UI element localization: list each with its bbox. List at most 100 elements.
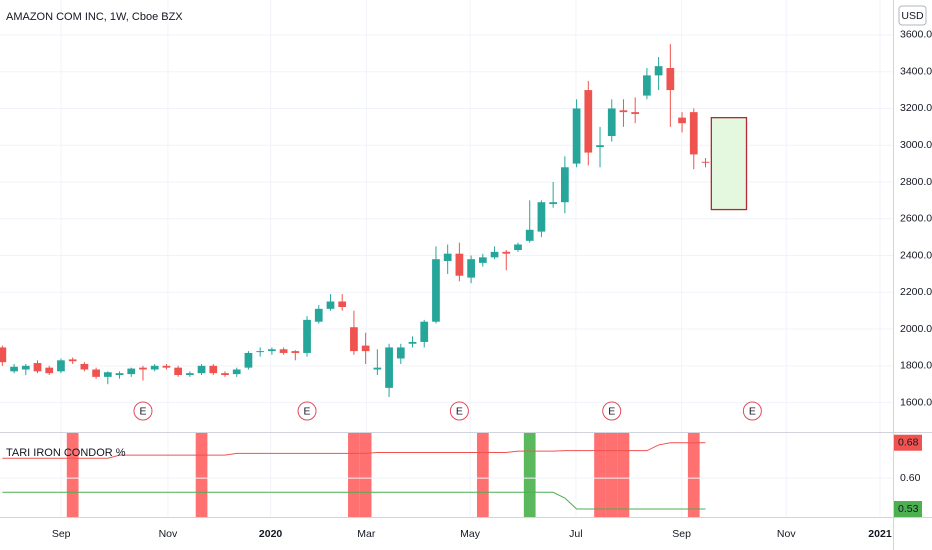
candle-body	[478, 257, 487, 263]
x-tick-label: May	[460, 528, 481, 540]
candle-body	[92, 369, 100, 377]
candle-body	[314, 308, 323, 322]
candle-body	[127, 368, 136, 375]
candle-body	[45, 367, 54, 374]
candle-body	[537, 202, 546, 232]
y-tick-label: 2000.00	[900, 323, 932, 335]
currency: USD	[901, 10, 924, 22]
earnings-marker	[449, 401, 469, 421]
signal-column	[359, 433, 372, 517]
candle-body	[572, 108, 581, 164]
candle-body	[256, 351, 265, 353]
indicator-title: TARI IRON CONDOR %	[6, 447, 126, 459]
candle-body	[701, 161, 710, 163]
y-tick-label: 2600.00	[900, 213, 932, 225]
candle-body	[268, 349, 276, 352]
earnings-marker	[133, 401, 153, 421]
candle-body	[689, 112, 698, 155]
signal-column	[348, 433, 360, 517]
earnings-marker	[742, 401, 762, 421]
candle-body	[291, 351, 300, 353]
earnings-marker	[297, 401, 317, 421]
candle-body	[21, 365, 30, 370]
y-tick-label: 3400.00	[900, 65, 932, 77]
earnings-label: E	[749, 405, 756, 417]
y-tick-label: 3200.00	[900, 102, 932, 114]
candle-body	[197, 365, 206, 374]
candle-body	[596, 145, 604, 148]
y-tick-label: 1600.00	[900, 396, 932, 408]
candle-body	[209, 365, 218, 374]
earnings-label: E	[608, 405, 615, 417]
signal-column	[605, 433, 618, 517]
candle-body	[221, 373, 229, 376]
candle-body	[455, 253, 464, 276]
earnings-label: E	[304, 405, 311, 417]
y-tick-label: 0.60	[900, 472, 921, 484]
candle-body	[385, 347, 393, 388]
candle-body	[654, 66, 663, 76]
candle-body	[631, 112, 640, 114]
signal-column	[594, 433, 606, 517]
last-value-label: 0.68	[898, 437, 919, 449]
candle-body	[549, 202, 558, 205]
candle-body	[396, 347, 405, 359]
candle-body	[666, 68, 675, 91]
candle-body	[10, 366, 18, 372]
signal-column	[523, 433, 536, 517]
candle-body	[678, 117, 686, 124]
candle-body	[514, 244, 522, 251]
last-value-badge	[894, 434, 922, 451]
x-tick-label: Mar	[357, 528, 376, 540]
candle-body	[443, 253, 452, 262]
candle-body	[502, 251, 511, 254]
candle-body	[303, 319, 311, 353]
candle-body	[525, 229, 534, 241]
candle-body	[490, 251, 499, 258]
candle-body	[232, 369, 241, 375]
signal-column	[66, 433, 79, 517]
candle-body	[584, 90, 593, 153]
candle-body	[57, 360, 65, 372]
earnings-label: E	[456, 405, 463, 417]
candle-body	[80, 363, 89, 370]
candle-body	[560, 167, 569, 203]
iron-condor-range	[710, 117, 748, 211]
signal-column	[195, 433, 208, 517]
candle-body	[607, 108, 616, 137]
candle-body	[68, 359, 77, 362]
candle-body	[0, 347, 7, 363]
candle-body	[33, 363, 42, 372]
earnings-label: E	[139, 405, 146, 417]
indicator-line	[2, 442, 706, 459]
y-tick-label: 1800.00	[900, 360, 932, 372]
x-tick-label: Nov	[159, 528, 178, 540]
candle-body	[279, 349, 288, 353]
y-tick-label: 2800.00	[900, 176, 932, 188]
candle-body	[150, 365, 159, 370]
candle-body	[350, 327, 358, 352]
indicator-line	[2, 491, 706, 510]
candle-body	[467, 259, 475, 278]
candle-body	[432, 259, 440, 322]
y-tick-label: 2200.00	[900, 286, 932, 298]
last-value-label: 0.53	[898, 503, 919, 515]
signal-column	[687, 433, 700, 517]
candle-body	[338, 301, 347, 307]
x-tick-label: Sep	[52, 528, 71, 540]
y-tick-label: 2400.00	[900, 249, 932, 261]
candle-body	[103, 372, 112, 377]
candle-body	[408, 341, 417, 344]
currency-badge[interactable]	[898, 5, 927, 26]
candle-body	[174, 367, 182, 376]
y-tick-label: 3600.00	[900, 29, 932, 41]
symbol-title: AMAZON COM INC, 1W, Cboe BZX	[6, 11, 183, 23]
candle-body	[619, 110, 628, 113]
candle-body	[139, 367, 147, 370]
candle-body	[420, 321, 429, 342]
signal-column	[476, 433, 489, 517]
signal-column	[617, 433, 630, 517]
x-tick-label: Nov	[777, 528, 796, 540]
